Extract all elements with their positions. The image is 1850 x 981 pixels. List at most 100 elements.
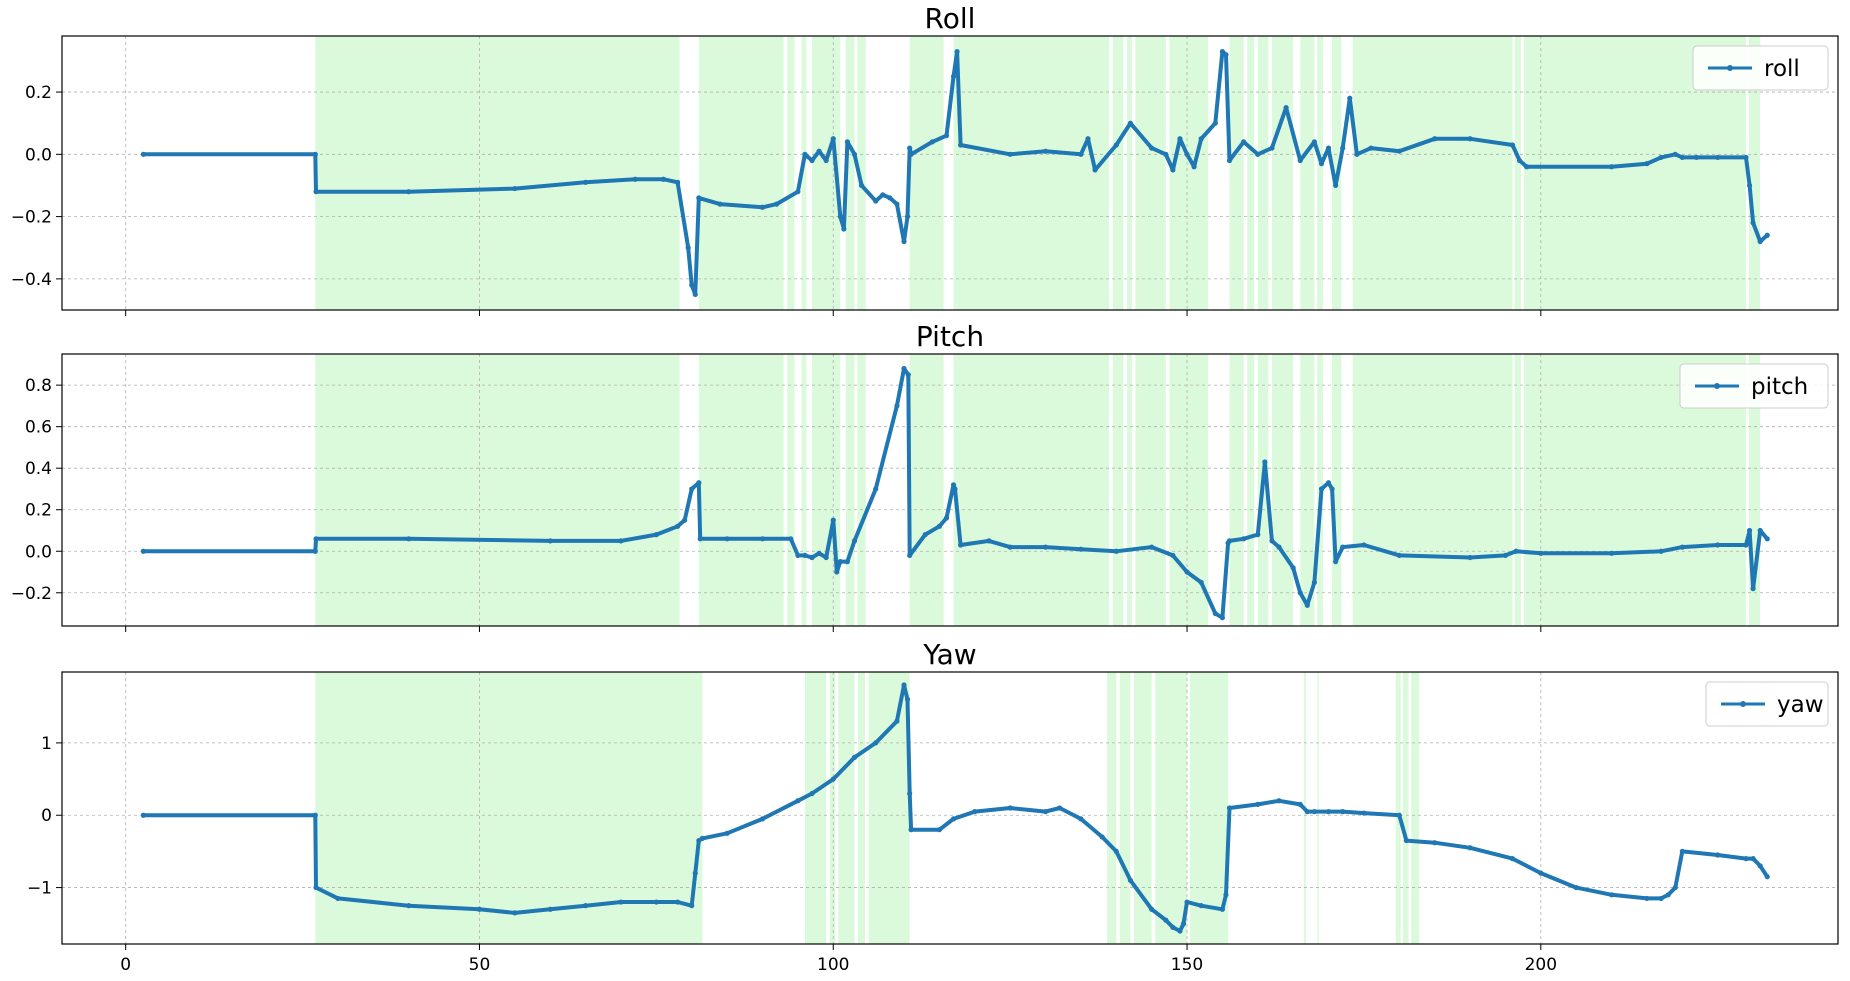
data-point: [936, 523, 942, 529]
data-point: [1127, 120, 1134, 126]
highlight-span: [1119, 672, 1131, 944]
data-point: [583, 903, 589, 909]
data-point: [950, 73, 957, 80]
y-tick-label: 0.6: [25, 418, 52, 438]
data-point: [1750, 856, 1756, 862]
data-point: [1340, 145, 1346, 151]
data-point: [1715, 542, 1721, 548]
highlight-span: [953, 354, 1110, 626]
data-point: [1361, 810, 1367, 816]
data-point: [692, 291, 698, 298]
data-point: [894, 201, 900, 207]
highlight-span: [801, 36, 807, 310]
legend-box: [1692, 45, 1829, 91]
highlight-span: [1155, 672, 1188, 944]
highlight-span: [868, 672, 910, 944]
highlight-span: [1411, 672, 1420, 944]
y-tick-label: 0.4: [25, 459, 52, 479]
data-point: [1226, 538, 1233, 544]
data-point: [1396, 148, 1402, 154]
data-point: [1184, 569, 1190, 575]
data-point: [1127, 877, 1134, 883]
data-point: [1325, 480, 1332, 486]
data-point: [802, 552, 808, 559]
data-point: [1057, 805, 1063, 811]
data-point: [1746, 182, 1753, 189]
highlight-span: [1748, 36, 1761, 310]
axes-frame: [61, 671, 1839, 945]
highlight-spans: [315, 36, 1761, 310]
data-point: [1290, 565, 1296, 571]
y-tick-label: 0.8: [25, 376, 52, 396]
data-point: [873, 198, 879, 204]
data-point: [1042, 148, 1049, 154]
data-point: [830, 136, 836, 142]
data-point: [844, 559, 851, 565]
data-point: [689, 486, 695, 492]
data-point: [1672, 884, 1678, 891]
data-point: [1149, 145, 1155, 151]
highlight-span: [804, 672, 827, 944]
legend: pitch: [1679, 363, 1829, 409]
data-point: [1177, 136, 1183, 142]
data-point: [851, 538, 858, 544]
data-point: [692, 870, 698, 876]
data-point: [406, 536, 412, 542]
highlight-span: [1352, 36, 1513, 310]
data-point: [922, 532, 928, 538]
data-point: [1113, 548, 1119, 554]
data-point: [1078, 151, 1084, 157]
data-point: [682, 517, 688, 523]
data-point: [1502, 552, 1509, 559]
data-point: [851, 754, 858, 760]
highlight-span: [1300, 354, 1315, 626]
data-point: [1432, 136, 1438, 142]
data-point: [1177, 928, 1183, 934]
data-point: [1538, 870, 1544, 876]
data-point: [830, 517, 836, 523]
y-tick-label: 0: [41, 806, 52, 826]
subplot-title: Pitch: [916, 320, 984, 353]
data-point: [908, 151, 914, 157]
data-point: [1223, 892, 1229, 898]
highlight-span: [838, 672, 855, 944]
data-point: [1180, 921, 1187, 927]
legend-box: [1705, 681, 1829, 727]
data-point: [699, 835, 705, 841]
x-tick-label: 150: [1171, 955, 1203, 975]
highlight-span: [801, 354, 807, 626]
data-point: [1170, 552, 1176, 559]
data-point: [830, 776, 836, 782]
data-point: [943, 515, 950, 521]
x-tick-label: 200: [1525, 955, 1557, 975]
legend-point-marker: [1740, 701, 1746, 707]
highlight-span: [953, 36, 1110, 310]
data-point: [904, 696, 911, 703]
data-point: [1340, 809, 1346, 815]
data-point: [1276, 798, 1282, 804]
data-point: [1715, 852, 1721, 858]
data-point: [140, 548, 146, 554]
data-point: [1198, 579, 1204, 585]
data-point: [1396, 552, 1402, 559]
highlight-span: [787, 36, 795, 310]
highlight-span: [1271, 354, 1294, 626]
data-point: [512, 185, 518, 192]
data-point: [1085, 136, 1091, 142]
highlight-span: [1169, 36, 1209, 310]
data-point: [1191, 164, 1197, 170]
data-point: [674, 523, 681, 529]
data-point: [1333, 559, 1339, 565]
data-point: [952, 486, 958, 492]
data-point: [1318, 486, 1325, 492]
data-point: [958, 142, 964, 148]
data-point: [1329, 486, 1335, 492]
data-point: [697, 536, 703, 542]
data-point: [1757, 863, 1763, 869]
data-point: [816, 550, 822, 556]
data-point: [887, 195, 893, 201]
highlight-span: [1135, 354, 1166, 626]
data-point: [788, 536, 794, 542]
data-point: [1608, 892, 1615, 898]
